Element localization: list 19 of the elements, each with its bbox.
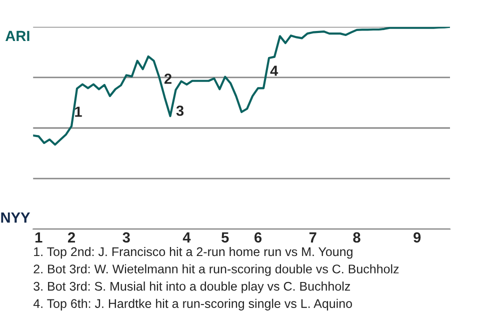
annotation: 1 xyxy=(75,106,82,117)
x-tick-label: 1 xyxy=(35,232,42,242)
text: 2. Bot 3rd: W. Wietelmann hit a run-scoring double vs C. Buchholz xyxy=(34,264,399,276)
x-tick-label: 5 xyxy=(222,232,229,243)
text: 1. Top 2nd: J. Francisco hit a 2-run home run vs M. Young xyxy=(34,246,352,259)
x-tick-label: 7 xyxy=(309,232,316,242)
x-tick-label: 3 xyxy=(122,232,130,243)
text: 3. Bot 3rd: S. Musial hit into a double play vs C. Buchholz xyxy=(34,282,350,294)
annotation: 2 xyxy=(164,74,172,84)
x-tick-label: 4 xyxy=(182,232,191,242)
text: 4. Top 6th: J. Hardtke hit a run-scoring single vs L. Aquino xyxy=(33,298,352,310)
text: ARI xyxy=(5,30,30,41)
annotation: 4 xyxy=(270,66,278,76)
annotation: 3 xyxy=(176,106,184,116)
x-tick-label: 2 xyxy=(68,232,75,242)
x-tick-label: 9 xyxy=(414,232,421,243)
text: NYY xyxy=(1,212,30,223)
x-tick-label: 8 xyxy=(353,232,360,243)
x-tick-label: 6 xyxy=(254,232,262,243)
